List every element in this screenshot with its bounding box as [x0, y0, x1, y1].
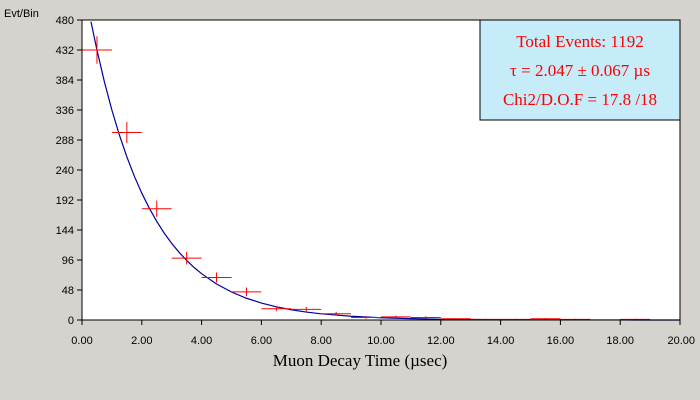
data-point: [530, 318, 561, 320]
x-tick-label: 6.00: [251, 335, 272, 347]
y-tick-label: 240: [56, 165, 74, 177]
x-tick-label: 20.00: [667, 335, 695, 347]
y-tick-label: 384: [56, 75, 74, 87]
x-tick-label: 2.00: [131, 335, 152, 347]
data-point: [201, 272, 232, 283]
stats-chi2: Chi2/D.O.F = 17.8 /18: [503, 90, 657, 109]
x-tick-label: 12.00: [427, 335, 455, 347]
x-tick-label: 18.00: [606, 335, 634, 347]
data-point: [351, 316, 381, 319]
y-axis: 0 48 96 144 192 240 288 336 384 432 480: [56, 15, 82, 327]
data-point: [410, 316, 441, 319]
data-point: [141, 200, 172, 217]
stats-total-events: Total Events: 1192: [516, 32, 644, 51]
y-tick-label: 432: [56, 45, 74, 57]
stats-box-background: [479, 19, 681, 121]
y-tick-label: 96: [62, 255, 74, 267]
data-point: [261, 306, 292, 312]
stats-box: Total Events: 1192 τ = 2.047 ± 0.067 µs …: [479, 19, 681, 121]
data-point: [381, 315, 411, 319]
x-tick-label: 0.00: [71, 335, 92, 347]
x-tick-label: 8.00: [310, 335, 331, 347]
y-tick-label: 288: [56, 135, 74, 147]
y-tick-label: 192: [56, 195, 74, 207]
y-tick-label: 480: [56, 15, 74, 27]
y-tick-label: 48: [62, 285, 74, 297]
x-axis: 0.00 2.00 4.00 6.00 8.00 10.00 12.00 14.00 16.00…: [71, 320, 695, 347]
x-tick-label: 4.00: [191, 335, 212, 347]
data-point: [231, 287, 262, 297]
plot-frame: [81, 19, 681, 321]
y-tick-label: 0: [68, 315, 74, 327]
x-tick-label: 14.00: [487, 335, 515, 347]
y-tick-label: 336: [56, 105, 74, 117]
x-tick-label: 10.00: [367, 335, 395, 347]
x-tick-label: 16.00: [547, 335, 575, 347]
data-point: [82, 36, 112, 64]
stats-tau: τ = 2.047 ± 0.067 µs: [510, 61, 650, 80]
data-point: [171, 251, 202, 265]
x-axis-label: Muon Decay Time (µsec): [273, 351, 448, 370]
data-point: [291, 306, 322, 312]
data-point: [440, 318, 471, 320]
y-axis-label: Evt/Bin: [4, 8, 39, 20]
y-tick-label: 144: [56, 225, 74, 237]
data-point: [111, 121, 142, 144]
data-point: [321, 311, 352, 316]
